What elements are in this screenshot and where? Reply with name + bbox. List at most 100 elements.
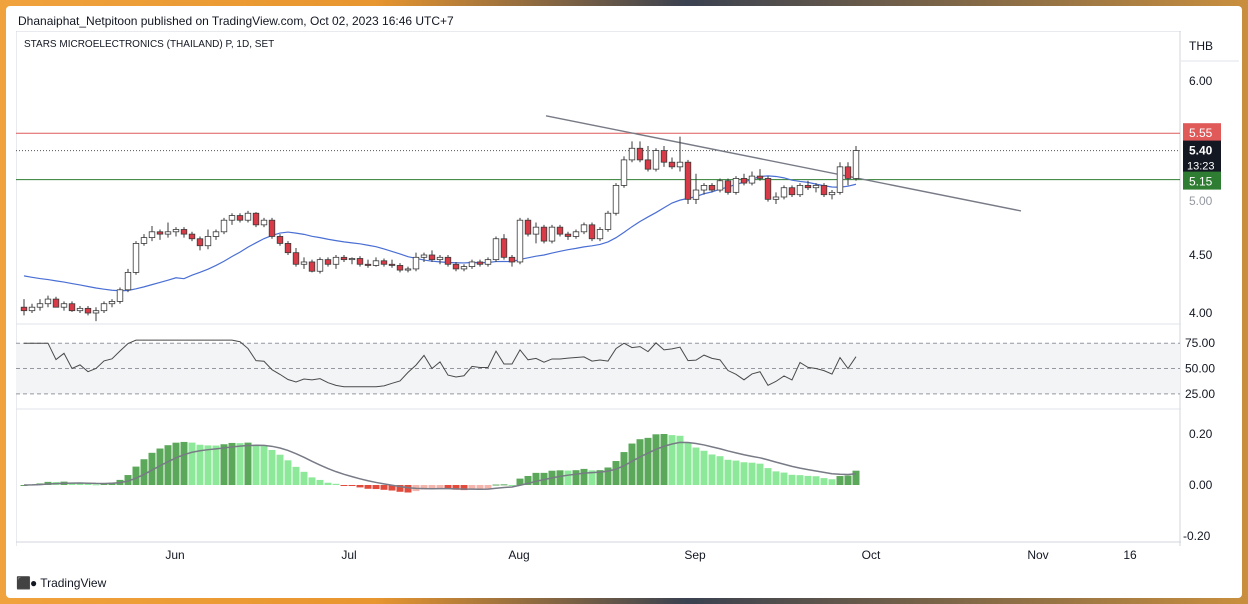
candle-down <box>268 219 276 237</box>
time-axis[interactable]: Jun Jul Aug Sep Oct Nov 16 <box>16 542 1181 568</box>
candle-up <box>372 260 380 266</box>
candle-down <box>476 261 484 265</box>
candle-down <box>180 229 188 235</box>
histogram-bar <box>124 475 132 485</box>
candle-down <box>52 298 60 308</box>
price-axis[interactable]: THB 6.00 5.55 5.40 13:23 5.15 5.00 4.50 4.00 75.0… <box>1181 31 1239 546</box>
histogram-bar <box>524 475 532 485</box>
candle-down <box>188 233 196 240</box>
chart-frame: Dhanaiphat_Netpitoon published on Tradin… <box>6 6 1242 598</box>
histogram-bar <box>348 485 356 486</box>
candle-up <box>412 256 420 270</box>
histogram-bar <box>772 471 780 485</box>
chart-svg: STARS MICROELECTRONICS (THAILAND) P, 1D,… <box>15 30 1181 546</box>
candle-down <box>444 256 452 265</box>
histogram-bar <box>812 476 820 485</box>
price-axis-svg: THB 6.00 5.55 5.40 13:23 5.15 5.00 4.50 4.00 75.0… <box>1181 39 1239 543</box>
candle-up <box>580 224 588 233</box>
price-tick-label: 5.00 <box>1189 194 1213 208</box>
candle-up <box>60 303 68 308</box>
candle-down <box>668 161 676 168</box>
footer-brand: TradingView <box>40 576 107 590</box>
candle-up <box>228 215 236 221</box>
histogram-bar <box>756 463 764 485</box>
candle-up <box>204 236 212 247</box>
signal-line <box>23 441 857 491</box>
candle-up <box>460 266 468 270</box>
candle-up <box>140 237 148 244</box>
candle-up <box>492 238 500 261</box>
candle-down <box>660 150 668 163</box>
candle-down <box>756 175 764 179</box>
candle-up <box>436 256 444 261</box>
histogram-bar <box>292 466 300 485</box>
histogram-bar <box>92 484 100 486</box>
candle-up <box>172 229 180 233</box>
histogram-bar <box>572 470 580 485</box>
histogram-bar <box>732 460 740 485</box>
candle-down <box>820 184 828 196</box>
candle-down <box>380 260 388 265</box>
candle-up <box>124 271 132 291</box>
footer: ⬛● TradingView <box>16 576 106 590</box>
support-value: 5.15 <box>1189 175 1213 189</box>
histogram-bar <box>180 441 188 485</box>
candle-up <box>28 306 36 312</box>
currency-label: THB <box>1189 39 1213 53</box>
histogram-bar <box>372 485 380 490</box>
histogram-bar <box>236 443 244 485</box>
histogram-bar <box>516 478 524 485</box>
histogram-bar <box>852 470 860 485</box>
candle-up <box>628 147 636 161</box>
histogram-bar <box>76 482 84 485</box>
candle-up <box>548 226 556 242</box>
histogram-bar <box>564 470 572 485</box>
histogram-bar <box>484 485 492 489</box>
candle-up <box>244 212 252 221</box>
histogram-bar <box>508 484 516 486</box>
candle-down <box>276 236 284 244</box>
price-tick-label: 4.50 <box>1189 248 1213 262</box>
candle-down <box>364 263 372 266</box>
candle-up <box>652 150 660 170</box>
histogram-bar <box>500 484 508 486</box>
histogram-bar <box>364 485 372 489</box>
histogram-bar <box>476 485 484 490</box>
histogram-bar <box>388 485 396 491</box>
oscillator-tick-label: 0.20 <box>1189 427 1213 441</box>
histogram-bar <box>100 483 108 485</box>
histogram-bar <box>300 471 308 485</box>
candle-down <box>500 238 508 258</box>
time-tick-label: Aug <box>508 548 529 562</box>
rsi-tick-label: 75.00 <box>1185 336 1215 350</box>
candle-down <box>524 219 532 235</box>
candle-up <box>220 219 228 233</box>
candle-up <box>348 258 356 261</box>
histogram-bar <box>148 452 156 485</box>
histogram-bar <box>684 442 692 485</box>
candle-down <box>252 212 260 226</box>
candle-down <box>196 238 204 247</box>
histogram-bar <box>252 444 260 485</box>
chart-area[interactable]: STARS MICROELECTRONICS (THAILAND) P, 1D,… <box>15 30 1181 546</box>
time-tick-label: Jul <box>341 548 356 562</box>
support-badge <box>1183 171 1221 190</box>
candle-down <box>292 252 300 265</box>
candle-up <box>604 212 612 230</box>
histogram-bar <box>444 485 452 489</box>
candle-up <box>116 289 124 302</box>
candle-down <box>804 184 812 189</box>
rsi-tick-label: 50.00 <box>1185 362 1215 376</box>
candle-up <box>676 161 684 168</box>
candle-up <box>612 184 620 214</box>
histogram-bar <box>708 454 716 485</box>
candle-up <box>572 231 580 237</box>
histogram-bar <box>700 450 708 485</box>
publisher-caption: Dhanaiphat_Netpitoon published on Tradin… <box>18 14 454 28</box>
histogram-bar <box>724 459 732 485</box>
candle-up <box>260 219 268 226</box>
histogram-bar <box>228 442 236 485</box>
candle-down <box>324 259 332 265</box>
histogram-bar <box>636 439 644 485</box>
histogram-bar <box>332 483 340 485</box>
